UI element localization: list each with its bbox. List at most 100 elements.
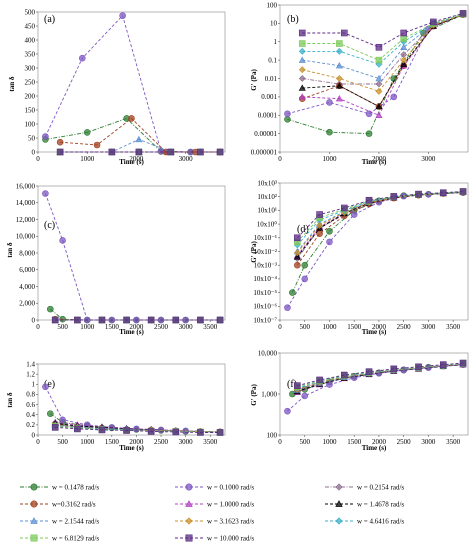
y-tick-label: 0.2 [26,421,35,429]
legend-item: w = 0.1000 rad/s [175,483,254,492]
y-tick-label: 10,000 [258,349,278,357]
y-tick-label: 0.8 [26,391,35,399]
data-point [341,204,348,212]
legend-item: w = 2.1544 rad/s [20,517,99,526]
data-point [51,424,59,431]
legend-label: w = 4.6416 rad/s [357,518,404,526]
series-1 [284,361,467,415]
x-tick-label: 1500 [347,323,362,331]
y-tick-label: 1.2 [26,370,35,378]
data-point [365,196,373,204]
legend-marker [185,483,193,491]
data-point [459,188,467,195]
x-tick-label: 3500 [203,438,218,446]
x-axis-label: Time (s) [119,328,144,336]
data-point [123,316,130,324]
data-point [293,249,301,257]
y-tick-label: 350 [25,50,36,58]
legend-item: w = 3.1623 rad/s [175,517,254,526]
data-point [74,316,81,324]
x-tick-label: 3000 [421,155,436,163]
y-tick-label: 450 [25,22,36,30]
x-tick-label: 2500 [154,438,169,446]
legend-label: w = 0.1478 rad/s [52,484,99,492]
data-point [365,130,373,137]
x-tick-label: 0 [278,323,282,331]
data-point [365,110,373,118]
series-line [302,14,464,80]
y-axis-label: tan δ [6,392,14,407]
data-point [459,10,467,17]
series-3 [298,11,467,110]
series-line [302,13,464,61]
x-tick-label: 2000 [372,323,387,331]
legend-label: w = 2.1544 rad/s [52,518,99,526]
series-10 [294,359,467,389]
x-axis-label: Time (s) [362,328,387,336]
data-point [294,234,301,242]
y-tick-label: 10x10⁻¹ [254,234,277,242]
y-tick-label: 1 [274,38,278,46]
legend-item: w = 1.4678 rad/s [325,500,404,509]
y-axis-label: tan δ [6,242,14,257]
legend-label: w = 6.8129 rad/s [52,535,99,543]
data-point [167,148,175,156]
series-line [297,363,464,390]
y-tick-label: 2,000 [19,300,35,308]
data-point [390,365,398,373]
data-point [197,429,204,436]
legend-item: w = 4.6416 rad/s [325,517,404,526]
panel-3: 10x10⁻⁷ 10x10⁻⁶ 10x10⁻⁵ 10x10⁻⁴ 10x10⁻³ 10x10… [250,179,469,336]
data-point [400,60,408,67]
x-tick-label: 2000 [372,438,387,446]
data-point [59,237,66,244]
x-axis-label: Time (s) [362,158,387,166]
series-1 [284,189,467,311]
series-line [296,191,464,239]
x-tick-label: 3000 [421,323,436,331]
y-tick-label: 14,000 [16,199,36,207]
x-tick-label: 3000 [179,323,194,331]
y-tick-label: 0.01 [265,75,278,83]
y-tick-label: 100 [25,120,36,128]
series-line [55,426,221,433]
x-tick-label: 1500 [105,438,120,446]
x-tick-label: 2000 [129,155,144,163]
panel-label: (a) [44,14,55,25]
x-tick-label: 1000 [322,323,337,331]
panel-0: 0 50 100 150 200 250 300 350 400 450 500 0 1000 2000 3… [8,8,226,166]
data-point [172,428,180,436]
series-line [55,425,221,433]
y-tick-label: 10x10² [257,193,277,201]
data-point [197,316,204,324]
x-tick-label: 2500 [397,438,412,446]
data-point [42,133,49,140]
x-tick-label: 1500 [105,323,120,331]
data-point [335,82,343,89]
x-tick-label: 1000 [80,323,95,331]
y-tick-label: 0.000001 [251,148,278,156]
x-tick-label: 500 [57,438,68,446]
panel-label: (c) [44,220,55,231]
data-point [216,429,224,436]
data-point [298,84,306,91]
series-line [45,117,221,153]
series-line [44,14,221,153]
data-point [335,95,343,102]
y-tick-label: 0.1 [268,56,277,64]
x-tick-label: 3000 [421,438,436,446]
data-point [335,47,343,55]
data-point [298,75,306,82]
plot-frame [279,4,469,153]
data-point [400,56,408,64]
y-axis-label: G' (Pa) [250,384,258,406]
series-10 [51,424,224,436]
series-1 [42,190,224,324]
series-line [287,192,464,308]
legend-marker [335,517,343,525]
legend-label: w=0.3162 rad/s [52,501,96,509]
data-point [430,18,437,26]
series-line [287,14,464,135]
legend-marker [185,534,193,542]
y-tick-label: 10x10⁻² [254,248,277,256]
